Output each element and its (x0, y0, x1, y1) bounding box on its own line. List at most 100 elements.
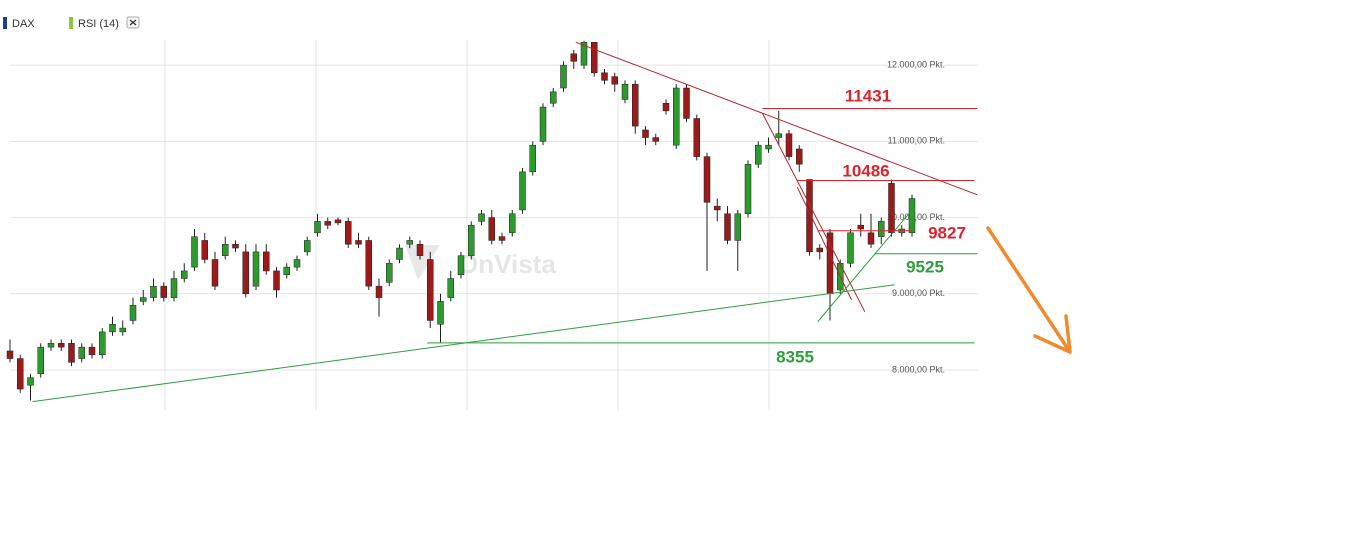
candle-body (693, 118, 700, 157)
vertical-grid (164, 40, 770, 410)
candle-body (201, 240, 208, 260)
watermark-logo (405, 245, 440, 280)
trend-line (575, 41, 978, 196)
candle-body (232, 243, 239, 249)
candle-body (447, 278, 454, 298)
level-label: 11431 (845, 86, 891, 105)
candle-body (642, 129, 649, 138)
arrow (986, 226, 1072, 354)
candle-body (724, 213, 731, 241)
candle-body (263, 251, 270, 272)
candle-body (878, 221, 885, 237)
logo-shape (405, 245, 440, 280)
candle-body (621, 83, 629, 100)
candle-body (867, 232, 875, 245)
candle-body (734, 213, 741, 241)
candle-body (509, 213, 516, 234)
candle-body (211, 259, 219, 287)
legend-swatch (3, 17, 7, 29)
candle-body (386, 263, 393, 283)
candle-body (99, 331, 106, 355)
level-label: 9827 (928, 223, 966, 242)
candle-body (570, 53, 577, 62)
candle-body (17, 358, 24, 390)
candle-body (242, 251, 249, 295)
y-tick-label: 10.000,00 Pkt. (887, 212, 945, 222)
candle-body (703, 156, 711, 203)
trend-line (796, 186, 852, 301)
candle-body (170, 278, 178, 298)
candle-body (591, 42, 598, 74)
candle-body (58, 343, 65, 348)
candle-body (580, 42, 588, 66)
candle-body (304, 240, 311, 253)
candle-body (252, 251, 260, 287)
candle-body (437, 301, 444, 325)
level-label: 8355 (776, 347, 814, 366)
candle-body (283, 266, 290, 275)
candle-body (468, 224, 475, 256)
candle-body (181, 270, 188, 279)
candle-body (908, 198, 916, 234)
candle-body (47, 343, 55, 348)
y-tick-label: 8.000,00 Pkt. (892, 364, 945, 374)
close-button[interactable] (126, 16, 140, 29)
candle-body (796, 148, 803, 165)
candle-body (457, 255, 465, 275)
candle-body (345, 221, 352, 245)
candle-body (119, 327, 126, 333)
candle-body (857, 224, 864, 230)
candle-body (714, 205, 721, 211)
candle-body (129, 304, 137, 321)
candle-body (888, 183, 895, 234)
level-label: 10486 (842, 161, 889, 180)
candle-body (416, 243, 424, 256)
candle-body (191, 236, 198, 268)
y-tick-label: 11.000,00 Pkt. (888, 136, 945, 146)
candle-body (826, 232, 834, 295)
candle-body (744, 163, 752, 215)
candle-body (150, 285, 157, 298)
candle-body (406, 240, 413, 245)
candle-body (293, 259, 301, 268)
candle-body (334, 219, 342, 224)
candle-body (37, 346, 44, 375)
legend-label: RSI (14) (78, 18, 119, 30)
candle-body (222, 243, 229, 256)
candle-body (488, 217, 495, 241)
candle-body (755, 144, 762, 165)
candle-body (632, 83, 639, 127)
legend-swatch (69, 17, 73, 29)
candle-body (375, 285, 383, 298)
candle-body (140, 297, 147, 302)
candle-body (847, 232, 854, 264)
candle-body (78, 346, 85, 359)
legend-label: DAX (12, 18, 35, 30)
close-icon[interactable] (129, 19, 137, 26)
candle-body (160, 285, 167, 298)
y-tick-label: 9.000,00 Pkt. (892, 288, 945, 298)
candle-body (683, 87, 690, 119)
candle-body (601, 72, 608, 81)
candle-body (478, 213, 485, 222)
candle-body (529, 144, 536, 173)
candle-body (314, 221, 321, 234)
candle-body (365, 240, 372, 287)
candle-body (27, 377, 34, 386)
candle-body (611, 76, 618, 85)
candle-body (785, 133, 793, 157)
candle-body (662, 103, 670, 112)
candle-body (806, 179, 813, 253)
candle-body (324, 221, 331, 226)
candle-body (396, 247, 403, 260)
trend-line (761, 112, 866, 312)
candle-body (109, 324, 116, 333)
candle-body (355, 240, 362, 245)
candle-body (539, 106, 547, 142)
candle-body (550, 91, 557, 104)
candle-body (273, 270, 280, 291)
candle-body (652, 137, 659, 142)
candle-body (816, 247, 823, 253)
